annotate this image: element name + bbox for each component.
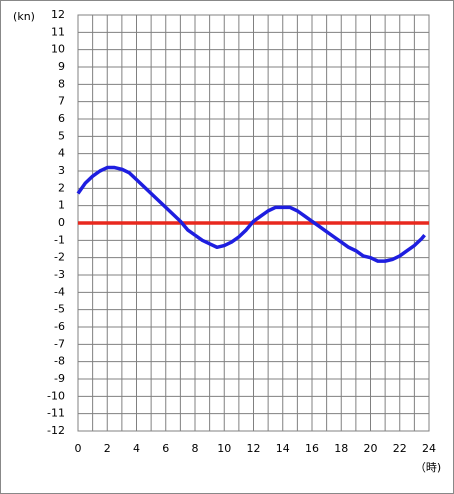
x-tick-label: 14 xyxy=(276,442,290,455)
y-tick-label: -5 xyxy=(54,303,65,316)
y-tick-label: -4 xyxy=(54,285,65,298)
y-tick-label: 9 xyxy=(58,60,65,73)
x-tick-label: 2 xyxy=(104,442,111,455)
y-tick-label: 12 xyxy=(51,8,65,21)
y-tick-label: -10 xyxy=(47,389,65,402)
x-tick-label: 16 xyxy=(305,442,319,455)
y-tick-label: 6 xyxy=(58,112,65,125)
y-tick-label: 7 xyxy=(58,95,65,108)
y-tick-label: -2 xyxy=(54,251,65,264)
x-axis-label: （時) xyxy=(415,461,441,474)
x-tick-label: 18 xyxy=(334,442,348,455)
y-tick-label: -8 xyxy=(54,355,65,368)
y-tick-label: 10 xyxy=(51,43,65,56)
y-tick-label: 1 xyxy=(58,199,65,212)
y-tick-label: 11 xyxy=(51,25,65,38)
x-tick-label: 8 xyxy=(192,442,199,455)
x-tick-label: 10 xyxy=(217,442,231,455)
y-tick-label: 8 xyxy=(58,77,65,90)
y-tick-label: -6 xyxy=(54,320,65,333)
y-tick-label: -7 xyxy=(54,337,65,350)
y-tick-label: 5 xyxy=(58,129,65,142)
x-tick-label: 0 xyxy=(75,442,82,455)
y-tick-label: -12 xyxy=(47,424,65,437)
y-tick-label: -3 xyxy=(54,268,65,281)
x-tick-label: 24 xyxy=(422,442,436,455)
x-tick-label: 20 xyxy=(364,442,378,455)
y-tick-label: 2 xyxy=(58,181,65,194)
y-tick-label: -11 xyxy=(47,407,65,420)
y-tick-label: -9 xyxy=(54,372,65,385)
x-tick-label: 22 xyxy=(393,442,407,455)
x-tick-label: 12 xyxy=(247,442,261,455)
y-tick-label: 4 xyxy=(58,147,65,160)
x-tick-label: 6 xyxy=(162,442,169,455)
x-tick-label: 4 xyxy=(133,442,140,455)
y-tick-label: -1 xyxy=(54,233,65,246)
data-line xyxy=(76,165,426,263)
y-axis-label: (kn) xyxy=(13,10,35,23)
y-tick-label: 3 xyxy=(58,164,65,177)
y-tick-label: 0 xyxy=(58,216,65,229)
